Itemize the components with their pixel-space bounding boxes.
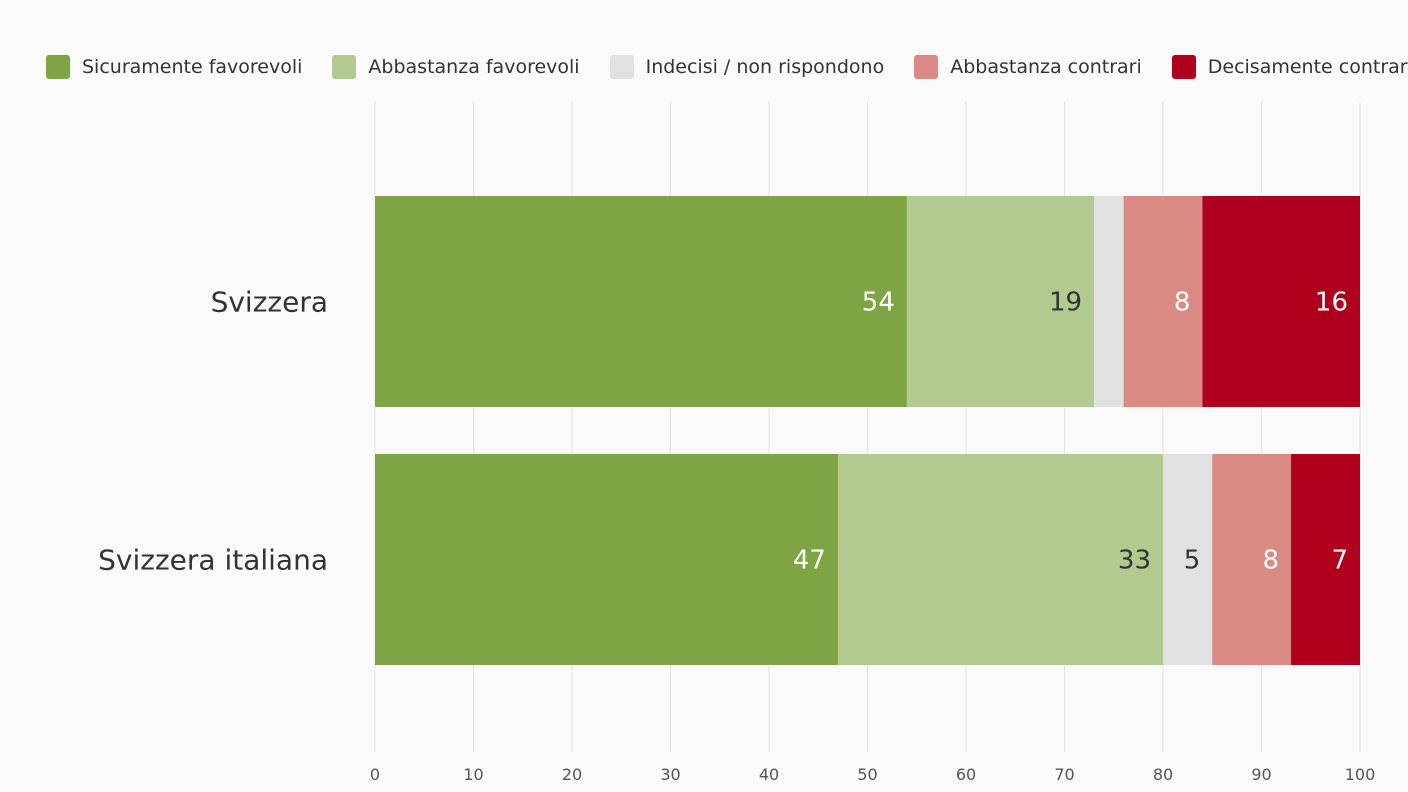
legend-item: Abbastanza favorevoli <box>332 55 580 79</box>
legend-swatch <box>46 55 70 79</box>
category-label: Svizzera italiana <box>98 544 328 577</box>
bar-segment <box>906 196 1095 407</box>
x-tick-label: 30 <box>660 765 680 784</box>
data-label: 47 <box>793 546 826 576</box>
legend-label: Abbastanza contrari <box>950 56 1142 78</box>
x-tick-label: 80 <box>1153 765 1173 784</box>
bar-segment <box>375 454 838 665</box>
bar-segment <box>1163 454 1213 665</box>
legend-swatch <box>1171 55 1196 79</box>
bar-segment <box>1291 454 1360 665</box>
x-tick-label: 10 <box>463 765 483 784</box>
bar-segment <box>1212 454 1292 665</box>
bar-segment <box>1202 196 1360 407</box>
data-label: 54 <box>862 288 895 318</box>
data-label: 19 <box>1049 288 1082 318</box>
data-label: 7 <box>1331 546 1348 576</box>
legend-item: Indecisi / non rispondono <box>609 55 885 79</box>
legend-swatch <box>609 55 634 79</box>
x-tick-label: 100 <box>1345 765 1376 784</box>
legend-label: Sicuramente favorevoli <box>82 56 303 78</box>
legend: Sicuramente favorevoli Abbastanza favorev… <box>46 55 1408 79</box>
legend-label: Abbastanza favorevoli <box>368 56 580 78</box>
legend-label: Indecisi / non rispondono <box>645 56 885 78</box>
bar-segment <box>1123 196 1203 407</box>
legend-item: Sicuramente favorevoli <box>46 55 302 79</box>
bar-segment <box>837 454 1163 665</box>
legend-item: Abbastanza contrari <box>914 55 1142 79</box>
data-label: 8 <box>1263 546 1280 576</box>
bar-segment <box>1094 196 1124 407</box>
legend-swatch <box>332 55 357 79</box>
category-label: Svizzera <box>211 286 328 319</box>
data-label: 16 <box>1315 288 1348 318</box>
x-tick-label: 40 <box>759 765 779 784</box>
x-tick-label: 20 <box>562 765 582 784</box>
legend-swatch <box>914 55 939 79</box>
legend-item: Decisamente contrari <box>1171 55 1408 79</box>
data-label: 8 <box>1174 288 1191 318</box>
bar-segment <box>375 196 907 407</box>
data-label: 33 <box>1118 546 1151 576</box>
legend-label: Decisamente contrari <box>1207 56 1408 78</box>
x-tick-label: 50 <box>857 765 877 784</box>
x-tick-label: 90 <box>1251 765 1271 784</box>
data-label: 5 <box>1184 546 1201 576</box>
x-tick-label: 0 <box>370 765 380 784</box>
x-tick-label: 70 <box>1054 765 1074 784</box>
x-tick-label: 60 <box>956 765 976 784</box>
